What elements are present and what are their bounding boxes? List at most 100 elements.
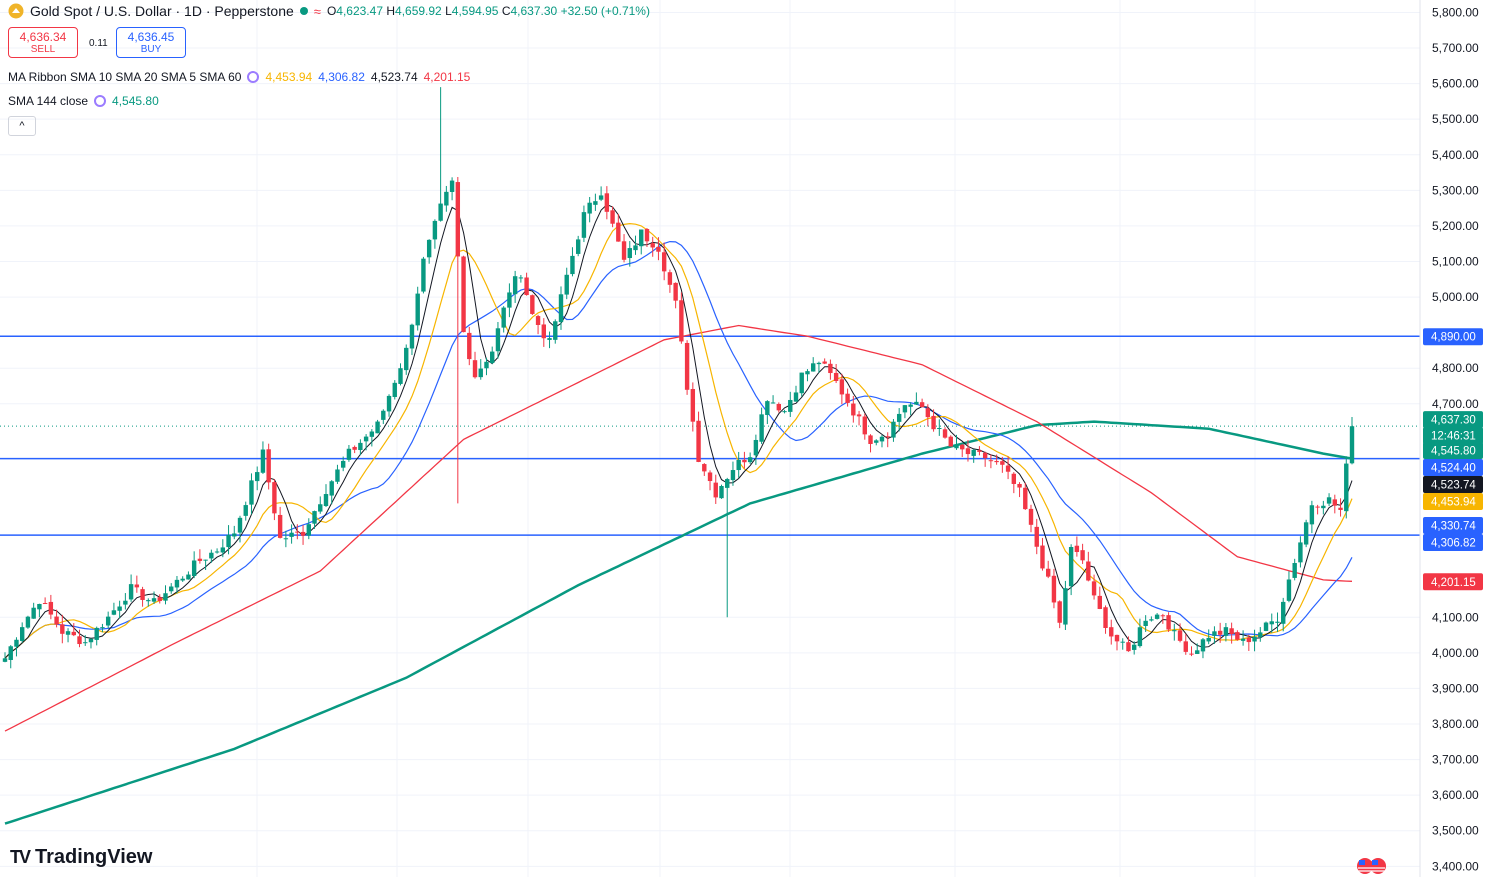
candle [931,409,936,432]
candle-body [885,436,890,438]
candle [524,272,529,296]
price-label-text: 4,523.74 [1431,480,1476,492]
candle [1172,623,1177,641]
price-axis[interactable]: 5,800.00 5,700.00 5,600.00 5,500.00 5,400.00… [1419,0,1479,877]
candle-body [575,239,581,254]
candle [725,477,730,618]
candle [455,176,461,504]
candle [799,372,804,397]
settings-icon[interactable] [94,95,107,107]
ohlc-values: O4,623.47 H4,659.92 L4,594.95 C4,637.30 … [326,4,650,18]
candle [1349,416,1355,465]
candle-body [318,504,323,512]
candle-body [495,328,501,352]
candle-body [1091,581,1097,596]
candle-body [782,411,787,413]
candle-body [1051,575,1057,603]
candle-body [1269,621,1274,625]
candle [690,382,696,432]
candle-body [702,464,707,472]
candle [1229,622,1234,644]
candle-body [1344,463,1349,512]
candle [1046,560,1051,579]
candle [426,239,432,264]
candle-body [667,272,673,285]
candle [478,359,483,380]
candle-body [644,229,650,242]
symbol-title[interactable]: Gold Spot / U.S. Dollar · 1D · Peppersto… [30,3,294,19]
candle-body [541,324,546,339]
candle-body [1103,607,1108,628]
candle [77,629,82,648]
ma-ribbon-legend[interactable]: MA Ribbon SMA 10 SMA 20 SMA 5 SMA 60 4,4… [8,70,471,84]
candle-body [340,460,346,468]
candle [1166,612,1171,632]
candle-body [914,401,919,405]
candle-body [1034,526,1039,547]
candle-body [14,639,19,647]
candle-body [1080,550,1085,561]
collapse-legend-button[interactable]: ^ [8,116,36,136]
candle-body [1206,637,1211,642]
us-flag-icon[interactable] [1356,857,1388,875]
candle [816,361,822,373]
sell-button[interactable]: 4,636.34 SELL [8,27,78,58]
wave-icon: ≈ [313,3,321,19]
candle-body [982,452,988,459]
price-label: 4,524.40 [1423,459,1483,476]
candle [1326,493,1332,506]
candle [1034,518,1039,555]
candle-body [954,444,959,449]
candle [266,443,271,490]
candle-body [312,511,317,524]
settings-icon[interactable] [247,71,260,83]
price-label: 4,306.82 [1423,534,1483,551]
candle [1109,619,1114,645]
candle-body [283,538,289,540]
y-tick-label: 4,100.00 [1432,610,1479,624]
candle [644,228,650,248]
candle-body [444,191,449,206]
candle [100,623,105,633]
price-label: 4,545.80 [1423,442,1483,459]
candle [25,615,31,629]
candle [203,559,208,570]
price-label-bg [1423,517,1483,534]
candle-body [931,415,936,430]
candle-body [426,239,432,258]
market-open-icon [299,7,308,15]
candle [1068,544,1074,596]
candle-body [37,603,42,610]
candle-body [1000,461,1005,465]
candle-body [467,332,472,360]
sma-144-legend[interactable]: SMA 144 close 4,545.80 [8,94,159,108]
horizontal-lines[interactable] [0,335,1420,536]
candle [323,484,329,508]
candle [1097,586,1102,610]
candle-body [214,551,220,553]
candle [151,591,157,604]
buy-button[interactable]: 4,636.45 BUY [116,27,186,58]
price-label-text: 4,545.80 [1431,446,1476,458]
candle [1281,597,1286,632]
candle-body [392,382,397,397]
candle-body [146,600,151,602]
candle-body [478,368,483,378]
candle [507,283,512,318]
candle-body [684,342,690,390]
candle-body [249,480,254,505]
candle [633,235,638,255]
price-labels: 4,890.00 4,637.30 12:46:31 4,545.80 4,524.40… [1423,328,1483,591]
candle-body [553,321,558,340]
candle [1200,637,1206,659]
tradingview-logo[interactable]: TV TradingView [10,846,153,868]
price-label-bg [1423,411,1483,429]
candle-body [220,547,226,553]
candle [472,351,478,379]
candle-body [1114,634,1120,642]
candle [713,474,718,504]
candle [123,593,128,610]
candle-body [896,413,902,422]
candle-body [501,307,506,328]
